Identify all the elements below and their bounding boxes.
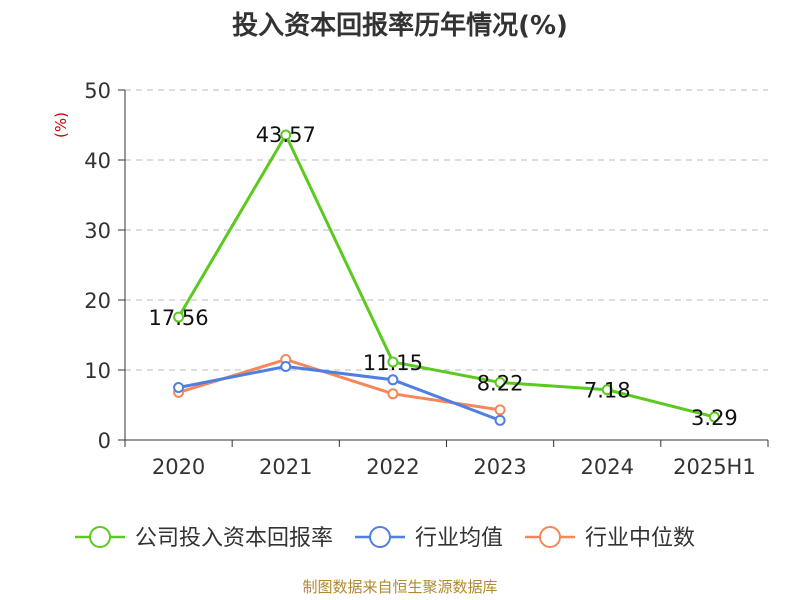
axes: 0 10 20 30 40 50 2020 2021 2022 2023 2024 2025H1 [84,79,769,479]
data-point-0-1[interactable] [280,129,292,141]
data-label-2021: 43.57 [256,123,316,147]
x-tick-label-2021: 2021 [259,455,312,479]
legend-label: 行业中位数 [585,526,695,551]
y-tick-label-40: 40 [84,149,111,173]
y-axis-unit: (%) [52,112,70,138]
series-line-0 [177,133,715,419]
y-tick-label-10: 10 [84,359,111,383]
legend-item-2[interactable]: 行业中位数 [525,526,695,551]
gridlines [125,89,768,371]
y-tick-label-0: 0 [98,429,111,453]
data-label-2022: 11.15 [363,351,423,375]
legend-label: 行业均值 [415,526,503,551]
series-layer [173,129,720,426]
legend-swatch-marker [89,526,111,548]
chart-title: 投入资本回报率历年情况(%) [232,10,568,41]
data-point-2-3[interactable] [494,404,506,416]
legend-label: 公司投入资本回报率 [135,526,333,551]
data-point-1-0[interactable] [173,382,185,393]
legend-swatch-marker [539,526,562,548]
y-tick-label-30: 30 [84,219,111,243]
data-point-1-3[interactable] [494,414,506,426]
legend[interactable]: 公司投入资本回报率 行业均值 行业中位数 [75,526,695,551]
data-label-2024: 7.18 [584,379,631,403]
data-labels: 17.56 43.57 11.15 8.22 7.18 3.29 [149,123,738,430]
data-label-2025H1: 3.29 [691,406,738,430]
data-point-1-2[interactable] [387,374,399,386]
legend-swatch-marker [369,526,392,548]
data-point-1-1[interactable] [280,361,292,372]
data-point-0-2[interactable] [387,356,399,368]
data-point-0-0[interactable] [173,311,185,323]
data-point-0-3[interactable] [494,376,506,388]
legend-item-1[interactable]: 行业均值 [355,526,503,551]
x-tick-label-2024: 2024 [581,455,634,479]
data-point-2-2[interactable] [387,388,399,400]
data-point-0-4[interactable] [601,384,613,396]
data-point-0-5[interactable] [708,411,720,423]
y-tick-label-20: 20 [84,289,111,313]
x-tick-label-2023: 2023 [473,455,526,479]
x-tick-label-2025H1: 2025H1 [673,455,756,479]
y-tick-label-50: 50 [84,79,111,103]
x-tick-label-2020: 2020 [152,455,205,479]
legend-item-0[interactable]: 公司投入资本回报率 [75,526,333,551]
data-label-2020: 17.56 [149,306,209,330]
series-line-1 [178,365,501,422]
data-label-2023: 8.22 [477,371,524,395]
x-tick-label-2022: 2022 [366,455,419,479]
source-note: 制图数据来自恒生聚源数据库 [302,578,497,596]
